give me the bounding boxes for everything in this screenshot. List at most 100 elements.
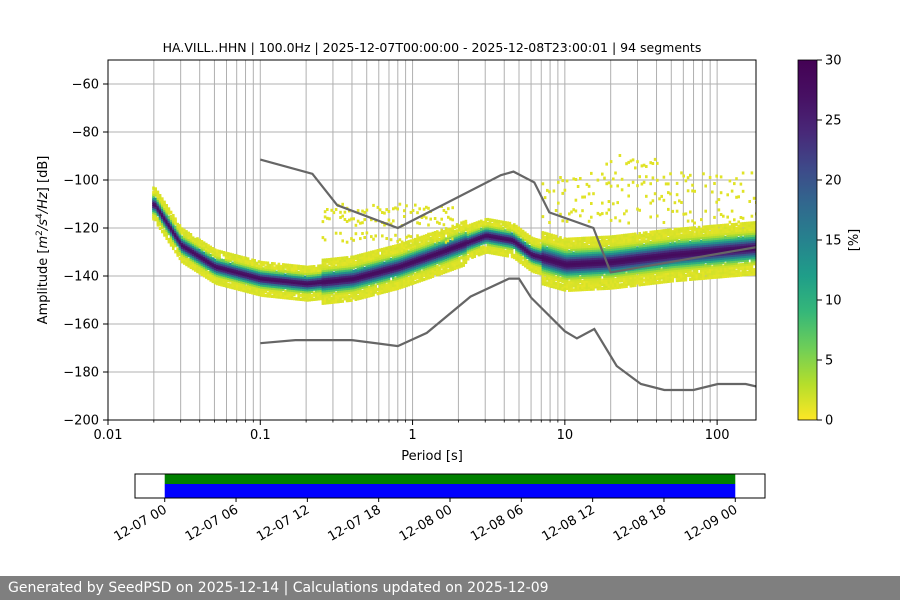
heatmap-cell	[365, 266, 369, 270]
heatmap-cell	[530, 252, 534, 257]
heatmap-cell	[513, 223, 516, 227]
heatmap-cell	[242, 284, 245, 289]
heatmap-cell	[627, 243, 630, 247]
heatmap-cell	[488, 222, 492, 226]
heatmap-cell	[581, 279, 584, 284]
heatmap-cell	[178, 242, 182, 246]
heatmap-cell	[620, 240, 624, 244]
heatmap-cell	[497, 248, 501, 252]
heatmap-cell	[381, 254, 384, 258]
heatmap-cell	[550, 284, 553, 288]
heatmap-cell	[222, 263, 226, 267]
heatmap-cell	[319, 282, 322, 286]
heatmap-cell	[354, 295, 358, 299]
heatmap-cell	[629, 159, 633, 163]
heatmap-cell	[354, 232, 358, 236]
heatmap-cell	[475, 239, 479, 243]
heatmap-cell	[640, 235, 644, 240]
heatmap-cell	[596, 274, 600, 279]
heatmap-cell	[557, 253, 560, 258]
heatmap-cell	[565, 286, 569, 290]
heatmap-cell	[361, 283, 364, 288]
heatmap-cell	[251, 266, 254, 270]
heatmap-cell	[202, 245, 206, 249]
heatmap-cell	[422, 249, 426, 253]
heatmap-cell	[574, 237, 578, 241]
heatmap-cell	[510, 246, 514, 251]
heatmap-cell	[321, 283, 325, 287]
heatmap-cell	[409, 259, 413, 264]
heatmap-cell	[387, 270, 391, 274]
heatmap-cell	[480, 242, 483, 246]
heatmap-cell	[152, 196, 155, 201]
heatmap-cell	[251, 264, 254, 268]
heatmap-cell	[612, 275, 615, 280]
heatmap-cell	[196, 247, 199, 251]
heatmap-cell	[315, 279, 318, 283]
heatmap-cell	[156, 202, 160, 207]
heatmap-cell	[570, 255, 573, 260]
heatmap-cell	[513, 241, 516, 245]
heatmap-cell	[464, 223, 468, 228]
heatmap-cell	[337, 297, 340, 302]
heatmap-cell	[656, 238, 659, 242]
heatmap-cell	[321, 297, 325, 301]
heatmap-cell	[352, 261, 355, 265]
heatmap-cell	[464, 232, 468, 236]
heatmap-cell	[396, 270, 399, 274]
heatmap-cell	[429, 248, 432, 253]
heatmap-cell	[389, 253, 393, 258]
heatmap-cell	[565, 219, 569, 223]
heatmap-cell	[169, 227, 173, 231]
heatmap-cell	[161, 221, 164, 226]
heatmap-cell	[282, 265, 285, 269]
heatmap-cell	[515, 251, 518, 255]
heatmap-cell	[216, 255, 219, 259]
heatmap-cell	[625, 276, 628, 280]
heatmap-cell	[488, 228, 492, 232]
heatmap-cell	[625, 282, 628, 286]
heatmap-cell	[354, 273, 358, 277]
heatmap-cell	[297, 289, 300, 293]
heatmap-cell	[299, 271, 303, 275]
heatmap-cell	[288, 269, 292, 274]
heatmap-cell	[455, 259, 459, 264]
heatmap-cell	[332, 265, 336, 270]
heatmap-cell	[328, 262, 331, 266]
heatmap-cell	[407, 234, 410, 238]
heatmap-cell	[662, 198, 666, 202]
heatmap-cell	[548, 221, 551, 224]
heatmap-cell	[605, 251, 608, 256]
heatmap-cell	[636, 279, 639, 283]
heatmap-cell	[585, 267, 589, 271]
heatmap-cell	[194, 268, 197, 272]
heatmap-cell	[425, 242, 428, 246]
heatmap-cell	[473, 254, 476, 258]
heatmap-cell	[658, 231, 661, 236]
heatmap-cell	[334, 285, 338, 290]
heatmap-cell	[444, 269, 448, 274]
heatmap-cell	[216, 263, 219, 267]
heatmap-cell	[191, 250, 195, 255]
heatmap-cell	[455, 239, 459, 243]
psd-heatmap	[152, 154, 756, 305]
heatmap-cell	[403, 256, 406, 260]
heatmap-cell	[238, 255, 241, 259]
heatmap-cell	[213, 277, 217, 281]
heatmap-cell	[596, 248, 600, 252]
heatmap-cell	[363, 287, 366, 291]
heatmap-cell	[304, 285, 307, 290]
heatmap-cell	[189, 233, 193, 237]
heatmap-cell	[383, 269, 386, 274]
heatmap-cell	[548, 253, 551, 257]
heatmap-cell	[669, 267, 672, 271]
heatmap-cell	[581, 245, 584, 249]
heatmap-cell	[451, 226, 454, 231]
heatmap-cell	[506, 248, 509, 252]
heatmap-cell	[301, 275, 305, 279]
heatmap-cell	[466, 238, 470, 243]
heatmap-cell	[409, 249, 413, 253]
heatmap-cell	[275, 293, 278, 297]
heatmap-cell	[473, 244, 476, 248]
heatmap-cell	[356, 284, 360, 289]
